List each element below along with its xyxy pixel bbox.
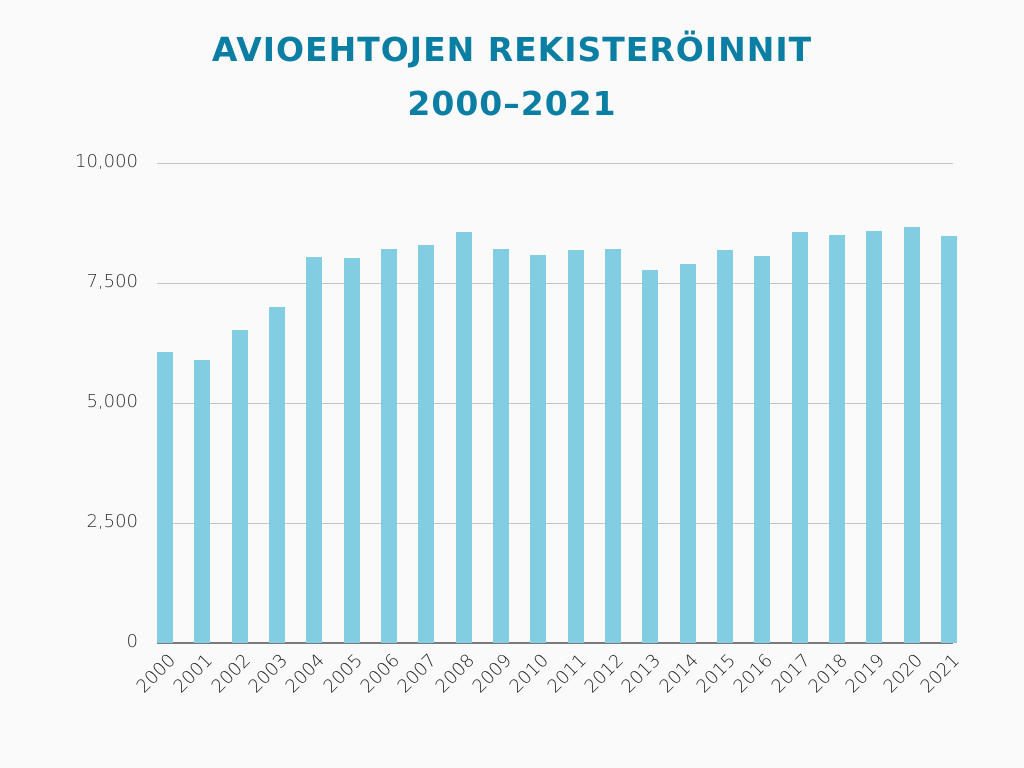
bar-2001 <box>194 359 211 643</box>
bar-2007 <box>418 245 435 643</box>
bar-2017 <box>791 232 808 643</box>
x-tick-label: 2012 <box>580 650 628 698</box>
x-tick-label: 2002 <box>207 650 255 698</box>
plot-area <box>157 163 957 644</box>
x-tick-label: 2017 <box>767 650 815 698</box>
bar-2021 <box>941 235 957 643</box>
x-tick-label: 2021 <box>916 650 964 698</box>
x-tick-label: 2008 <box>431 650 479 698</box>
bar-2005 <box>343 258 360 643</box>
bar-2000 <box>157 352 173 643</box>
chart-title-line1: AVIOEHTOJEN REKISTERÖINNIT <box>211 30 813 69</box>
x-tick-label: 2011 <box>543 650 591 698</box>
x-tick-label: 2005 <box>319 650 367 698</box>
gridline <box>157 283 953 284</box>
bar-2008 <box>455 232 472 643</box>
x-tick-label: 2019 <box>841 650 890 698</box>
x-tick-label: 2000 <box>132 650 180 698</box>
x-tick-label: 2001 <box>169 650 218 698</box>
bar-2018 <box>829 235 845 643</box>
bar-2016 <box>754 256 771 643</box>
x-axis-line <box>157 642 953 644</box>
bar-2004 <box>306 257 323 643</box>
bar-2014 <box>679 264 696 643</box>
bar-2020 <box>903 226 920 643</box>
y-tick-label: 7,500 <box>86 271 138 292</box>
bar-2006 <box>381 249 397 643</box>
bar-2002 <box>231 330 248 643</box>
bar-2003 <box>269 307 285 643</box>
chart-title-line2: 2000–2021 <box>407 84 617 123</box>
x-tick-label: 2003 <box>244 650 292 698</box>
x-tick-label: 2015 <box>692 650 740 698</box>
bar-2013 <box>642 270 659 643</box>
y-tick-label: 10,000 <box>75 151 138 172</box>
bar-2011 <box>567 249 584 643</box>
x-tick-label: 2014 <box>655 650 703 698</box>
x-tick-label: 2018 <box>804 650 852 698</box>
x-tick-label: 2016 <box>729 650 778 698</box>
gridline <box>157 403 953 404</box>
x-tick-label: 2009 <box>468 650 516 698</box>
x-tick-label: 2004 <box>281 650 330 698</box>
y-tick-label: 5,000 <box>86 391 138 412</box>
x-tick-label: 2020 <box>879 650 927 698</box>
x-tick-label: 2010 <box>505 650 554 698</box>
bar-2015 <box>717 249 733 643</box>
y-tick-label: 2,500 <box>86 511 138 532</box>
gridline <box>157 523 953 524</box>
x-tick-label: 2007 <box>393 650 442 698</box>
x-tick-label: 2006 <box>356 650 404 698</box>
bar-2019 <box>866 231 883 643</box>
x-tick-label: 2013 <box>617 650 666 698</box>
bar-2009 <box>493 249 509 643</box>
y-tick-label: 0 <box>126 631 138 652</box>
bar-2010 <box>530 255 547 643</box>
gridline <box>157 163 953 164</box>
bar-2012 <box>605 249 621 643</box>
